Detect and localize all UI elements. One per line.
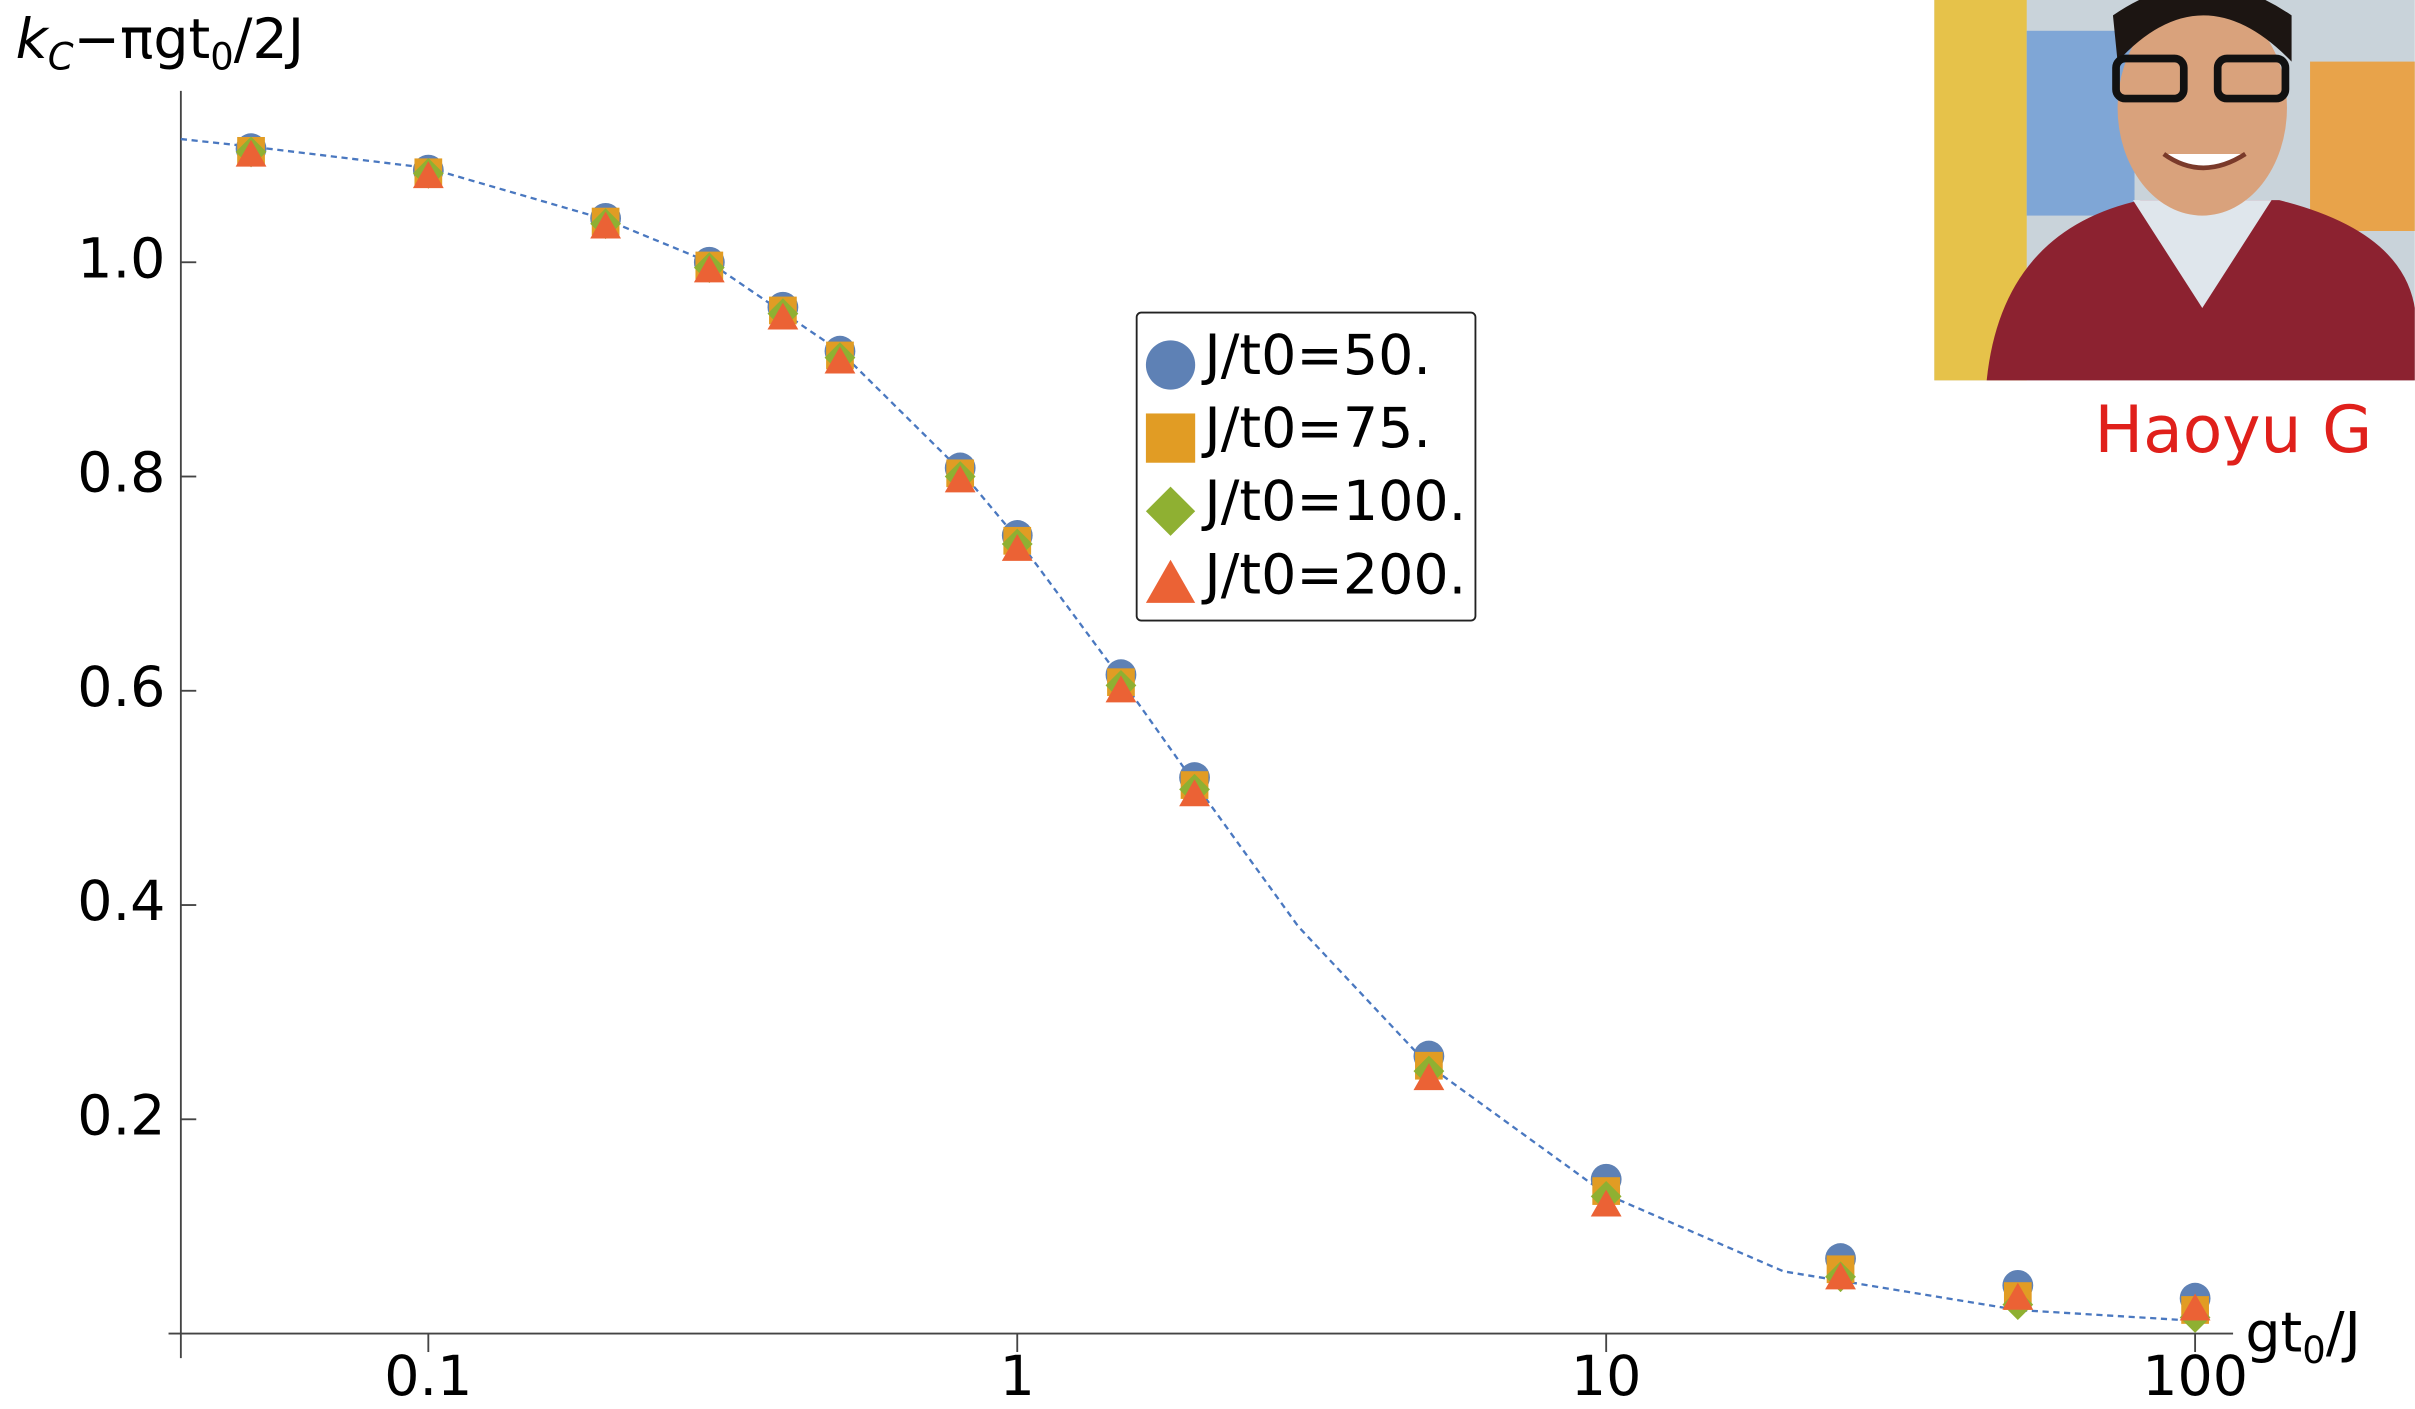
x-tick-label: 1	[1000, 1345, 1035, 1409]
point	[2179, 1293, 2211, 1321]
x-tick-label: 0.1	[384, 1345, 472, 1409]
point	[944, 465, 976, 493]
point	[412, 161, 444, 189]
legend-marker	[1145, 559, 1196, 603]
y-tick-label: 0.2	[77, 1084, 165, 1148]
y-tick-label: 0.4	[77, 870, 165, 934]
xlabel-label-part: gt	[2245, 1302, 2302, 1366]
x-tick-label: 10	[1571, 1345, 1642, 1409]
point	[1825, 1262, 1856, 1290]
point	[1413, 1063, 1445, 1091]
ylabel-label-part: /2J	[234, 8, 304, 72]
legend-marker	[1145, 340, 1196, 390]
point	[1001, 533, 1033, 561]
y-tick-label: 1.0	[77, 227, 165, 291]
photo	[1934, 0, 2415, 381]
point	[2002, 1282, 2034, 1310]
legend-label: J/t0=200.	[1201, 543, 1466, 607]
point	[767, 302, 799, 330]
ylabel-label: kC−πgt0/2J	[16, 8, 304, 78]
ylabel-label-part: k	[16, 8, 50, 72]
point	[235, 139, 267, 167]
point	[1179, 779, 1210, 807]
photo-caption: Haoyu G	[2094, 393, 2372, 468]
y-tick-label: 0.8	[77, 442, 165, 506]
point	[693, 255, 725, 283]
x-tick-label: 100	[2142, 1345, 2248, 1409]
xlabel-label-part: 0	[2302, 1329, 2326, 1372]
ylabel-label-part: −πgt	[74, 8, 211, 72]
point	[824, 346, 856, 374]
ylabel-label-part: 0	[210, 35, 234, 78]
legend-label: J/t0=100.	[1201, 470, 1466, 534]
legend-box	[1135, 311, 1477, 622]
legend-marker	[1145, 413, 1196, 463]
xlabel-label: gt0/J	[2245, 1302, 2360, 1372]
ylabel-label-part: C	[48, 35, 74, 78]
point	[1590, 1189, 1622, 1217]
point	[1105, 675, 1137, 703]
legend-label: J/t0=50.	[1201, 324, 1431, 388]
y-tick-label: 0.6	[77, 656, 165, 720]
point	[590, 211, 622, 239]
xlabel-label-part: /J	[2326, 1302, 2361, 1366]
fit-curve	[180, 137, 2196, 1322]
legend-label: J/t0=75.	[1201, 397, 1431, 461]
